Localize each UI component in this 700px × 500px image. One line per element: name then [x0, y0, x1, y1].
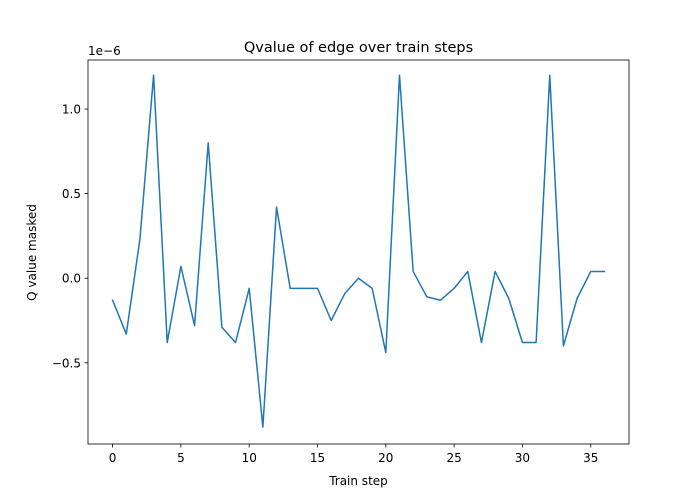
x-tick-label: 0	[109, 451, 117, 465]
series-layer	[111, 74, 606, 428]
plot-frame	[87, 59, 630, 445]
x-tick-label: 20	[378, 451, 393, 465]
x-tick-label: 35	[583, 451, 598, 465]
x-axis-ticks: 0 5 10 15 20 25 30 35	[109, 444, 598, 465]
y-tick-label: 0.0	[62, 272, 81, 286]
x-tick-label: 10	[242, 451, 257, 465]
x-axis-label: Train step	[328, 474, 388, 488]
y-tick-label: 1.0	[62, 103, 81, 117]
y-tick-label: −0.5	[52, 356, 81, 370]
y-axis-label: Q value masked	[25, 204, 39, 301]
x-tick-label: 5	[177, 451, 185, 465]
x-tick-label: 25	[446, 451, 461, 465]
y-axis-ticks: −0.5 0.0 0.5 1.0	[52, 103, 88, 370]
y-offset-label: 1e−6	[88, 44, 121, 58]
x-tick-label: 30	[515, 451, 530, 465]
y-tick-label: 0.5	[62, 187, 81, 201]
x-tick-label: 15	[310, 451, 325, 465]
series-line	[111, 74, 606, 428]
chart-title: Qvalue of edge over train steps	[244, 40, 473, 56]
